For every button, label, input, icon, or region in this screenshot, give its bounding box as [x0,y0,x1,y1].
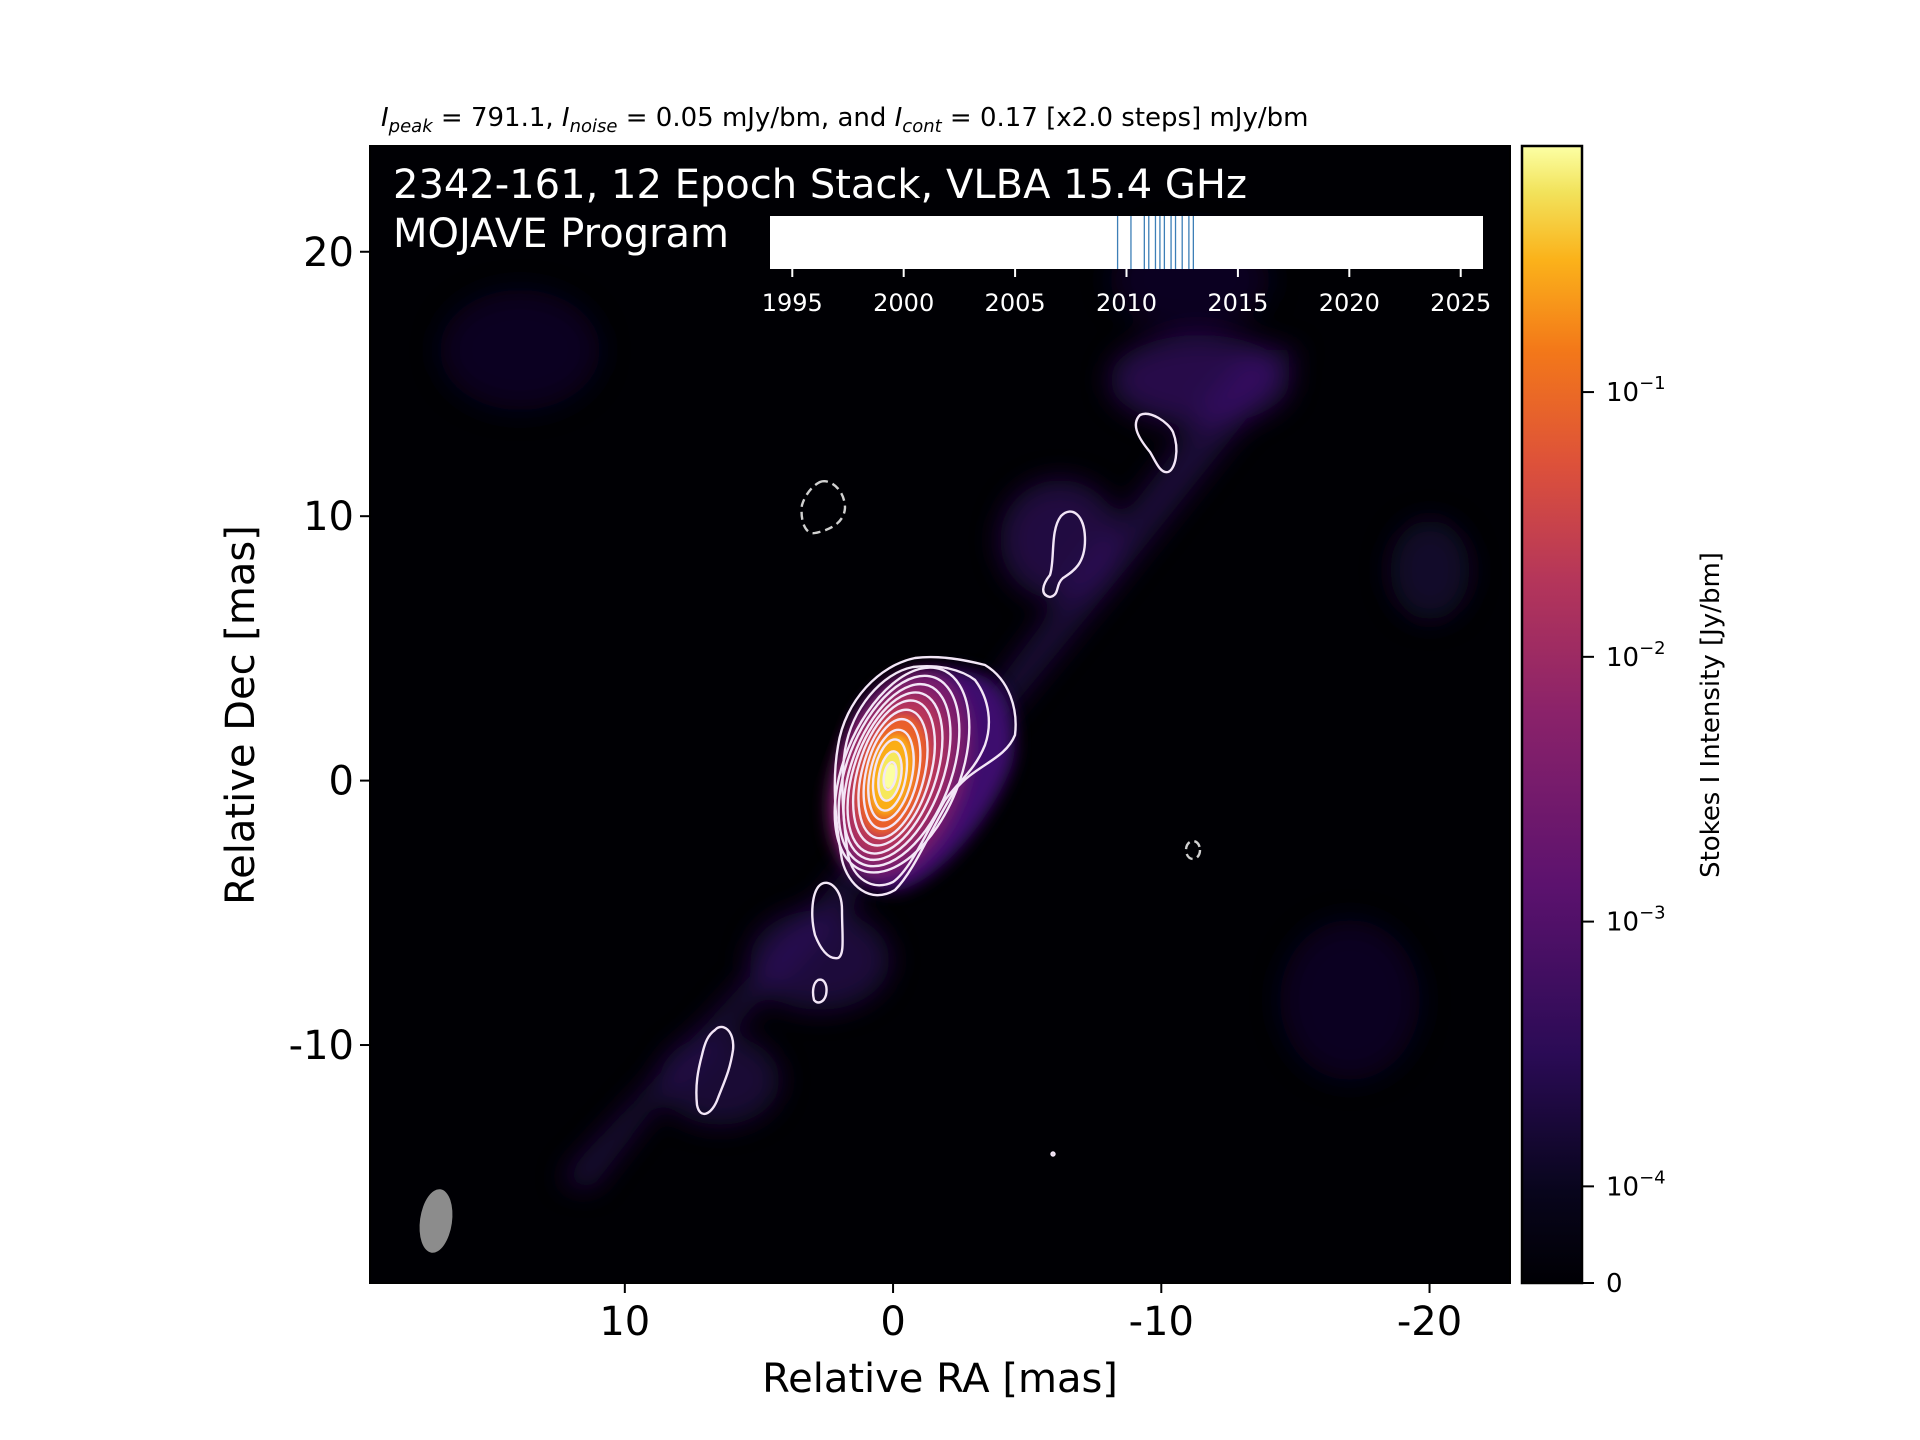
timeline-tick-label: 2000 [873,289,934,317]
contour-5 [842,682,952,862]
epoch-lines [1116,216,1194,269]
contour-knot [811,881,844,960]
contour-3 [833,666,971,874]
colorbar-ticks: 10−1 10−2 10−3 10−4 0 [1582,373,1666,1299]
negative-contour [800,480,847,535]
contours [695,412,1178,1157]
y-tick-label: 0 [329,759,354,805]
y-tick-label: -10 [289,1023,354,1069]
timeline-box [770,216,1483,269]
timeline-tick-label: 2010 [1096,289,1157,317]
contour-9 [862,717,922,831]
negative-contour [1184,839,1202,861]
timeline-tick-label: 2015 [1207,289,1268,317]
contour-4 [837,674,961,868]
image-panel: 2342-161, 12 Epoch Stack, VLBA 15.4 GHz … [369,145,1511,1284]
contour-6 [846,691,944,855]
overlay-program: MOJAVE Program [393,211,729,257]
y-tick-label: 10 [303,494,354,540]
overlay-title: 2342-161, 12 Epoch Stack, VLBA 15.4 GHz [393,162,1247,208]
colorbar-tick-label: 0 [1606,1269,1623,1299]
contour-knot [695,1025,735,1116]
contour-8 [857,708,929,840]
x-tick-label: -10 [1129,1299,1194,1345]
colorbar-tick-label: 10−3 [1606,903,1666,938]
y-tick-label: 20 [303,230,354,276]
image-frame [369,145,1511,1284]
x-tick-label: -20 [1397,1299,1462,1345]
timeline-tick-label: 2025 [1430,289,1491,317]
x-tick-label: 10 [599,1299,650,1345]
colorbar-tick-label: 10−1 [1606,373,1666,408]
contour-7 [851,699,937,847]
timeline-tick-label: 2005 [985,289,1046,317]
colorbar-tick-label: 10−4 [1606,1167,1666,1202]
contour-10 [867,728,915,822]
timeline-tick-label: 1995 [762,289,823,317]
colorbar-tick-label: 10−2 [1606,638,1666,673]
colorbar-label: Stokes I Intensity [Jy/bm] [1696,552,1726,878]
contour-knot [1134,412,1178,474]
x-tick-label: 0 [880,1299,905,1345]
contour-dot [1050,1151,1056,1157]
timeline-tick-label: 2020 [1319,289,1380,317]
contour-outer [833,655,1017,897]
colorbar: 10−1 10−2 10−3 10−4 0 Stokes I Intensity [Jy… [1520,144,1726,1299]
chart-title: Ipeak = 791.1, Inoise = 0.05 mJy/bm, and… [381,103,1308,137]
y-axis: 20 10 0 -10 [289,230,370,1069]
contour-13 [882,760,898,792]
contour-knot [1042,510,1087,599]
contour-knot [811,978,828,1004]
x-axis-label: Relative RA [mas] [762,1356,1118,1402]
y-axis-label: Relative Dec [mas] [218,525,264,905]
x-axis: 10 0 -10 -20 [599,1283,1462,1345]
contour-11 [871,738,909,812]
timeline-ticks: 1995 2000 2005 2010 2015 2020 2025 [762,269,1491,317]
negative-contours [800,480,1202,861]
beam-ellipse [419,1189,453,1253]
epoch-timeline: 1995 2000 2005 2010 2015 2020 2025 [762,216,1491,317]
contour-12 [877,750,903,802]
contour-2 [841,665,991,887]
colorbar-gradient [1520,144,1584,1285]
